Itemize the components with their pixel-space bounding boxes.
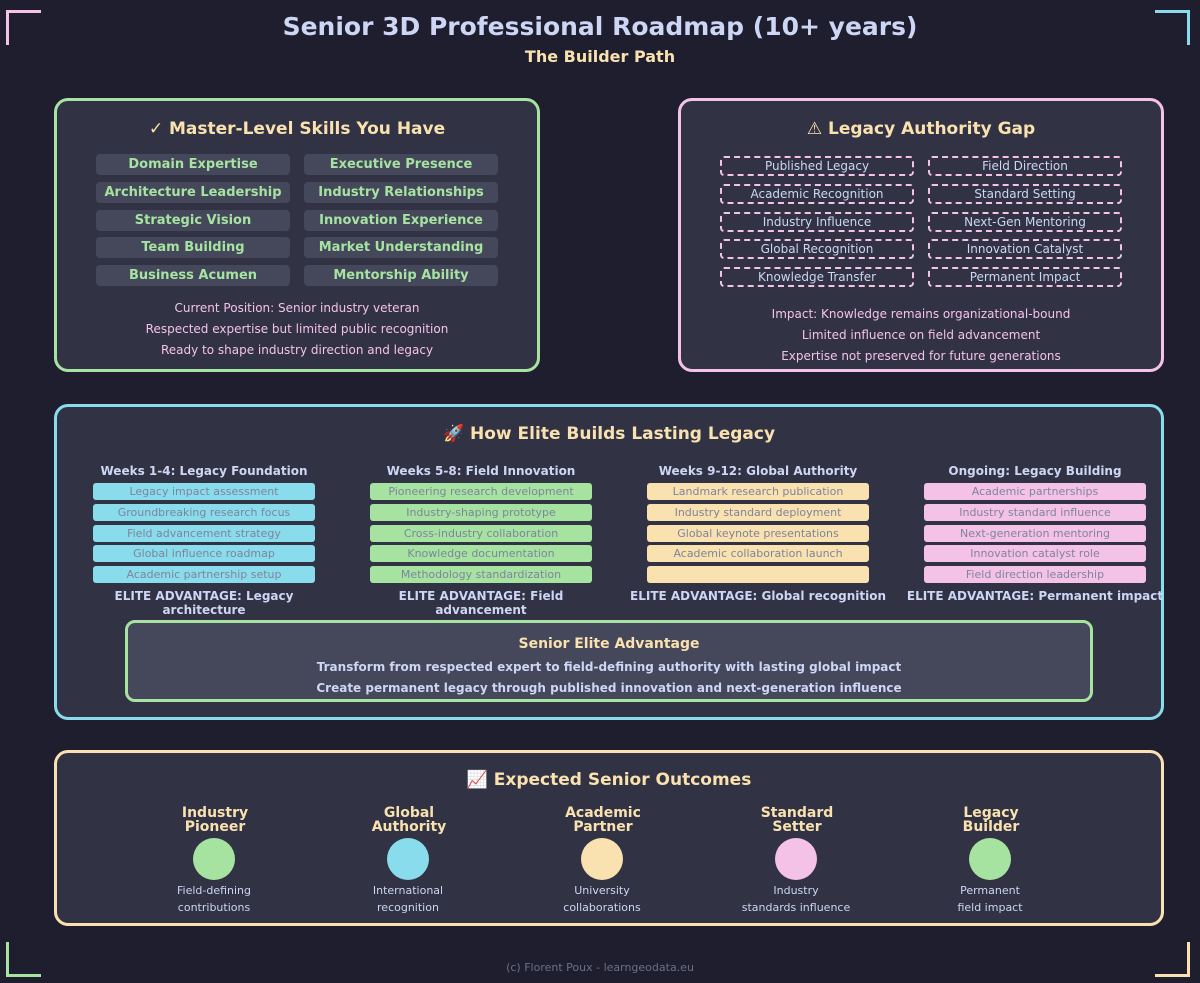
task-chip: Field direction leadership <box>924 566 1146 583</box>
skill-chip: Architecture Leadership <box>96 182 290 203</box>
skills-note: Respected expertise but limited public r… <box>145 322 449 336</box>
task-chip: Academic partnerships <box>924 483 1146 500</box>
gap-note: Expertise not preserved for future gener… <box>781 349 1061 363</box>
task-chip: Next-generation mentoring <box>924 525 1146 542</box>
task-chip: Industry-shaping prototype <box>370 504 592 521</box>
elite-advantage-label: ELITE ADVANTAGE: Legacy architecture <box>114 589 294 617</box>
task-chip: Academic collaboration launch <box>647 545 869 562</box>
skill-chip: Domain Expertise <box>96 154 290 175</box>
advantage-box-title: Senior Elite Advantage <box>518 636 700 652</box>
advantage-box-line: Transform from respected expert to field… <box>316 660 902 674</box>
task-chip: Industry standard deployment <box>647 504 869 521</box>
elite-panel: 🚀 How Elite Builds Lasting Legacy Weeks … <box>54 404 1164 720</box>
task-chip: Industry standard influence <box>924 504 1146 521</box>
outcomes-title: 📈 Expected Senior Outcomes <box>466 770 752 790</box>
outcome-description: International recognition <box>372 884 444 914</box>
outcome-description: University collaborations <box>563 884 641 914</box>
gap-chip: Next-Gen Mentoring <box>928 212 1122 232</box>
skills-panel: ✓ Master-Level Skills You Have Domain Ex… <box>54 98 540 372</box>
page-title: Senior 3D Professional Roadmap (10+ year… <box>282 12 918 41</box>
gap-chip: Standard Setting <box>928 184 1122 204</box>
skills-note: Current Position: Senior industry vetera… <box>174 301 420 315</box>
outcome-indicator <box>193 838 235 880</box>
page-subtitle: The Builder Path <box>524 47 676 66</box>
column-heading: Weeks 5-8: Field Innovation <box>386 464 576 478</box>
task-chip: Legacy impact assessment <box>93 483 315 500</box>
gap-chip: Industry Influence <box>720 212 914 232</box>
skill-chip: Executive Presence <box>304 154 498 175</box>
task-chip: Cross-industry collaboration <box>370 525 592 542</box>
outcome-indicator <box>581 838 623 880</box>
gap-title: ⚠ Legacy Authority Gap <box>806 119 1036 139</box>
gap-chip: Innovation Catalyst <box>928 239 1122 259</box>
elite-advantage-label: ELITE ADVANTAGE: Field advancement <box>398 589 564 617</box>
task-chip <box>647 566 869 583</box>
advantage-box-line: Create permanent legacy through publishe… <box>316 681 902 695</box>
footer-credit: (c) Florent Poux - learngeodata.eu <box>506 961 694 974</box>
task-chip: Knowledge documentation <box>370 545 592 562</box>
outcome-title: Standard Setter <box>760 805 834 835</box>
skills-title: ✓ Master-Level Skills You Have <box>148 119 446 139</box>
task-chip: Global influence roadmap <box>93 545 315 562</box>
outcomes-panel: 📈 Expected Senior Outcomes Industry Pione… <box>54 750 1164 926</box>
gap-chip: Field Direction <box>928 156 1122 176</box>
elite-title: 🚀 How Elite Builds Lasting Legacy <box>442 424 776 444</box>
outcome-description: Field-defining contributions <box>176 884 252 914</box>
task-chip: Innovation catalyst role <box>924 545 1146 562</box>
skill-chip: Strategic Vision <box>96 210 290 231</box>
senior-elite-advantage-box: Senior Elite Advantage Transform from re… <box>125 620 1093 702</box>
column-heading: Weeks 1-4: Legacy Foundation <box>100 464 308 478</box>
outcome-indicator <box>387 838 429 880</box>
task-chip: Pioneering research development <box>370 483 592 500</box>
gap-chip: Academic Recognition <box>720 184 914 204</box>
outcome-indicator <box>969 838 1011 880</box>
gap-chip: Published Legacy <box>720 156 914 176</box>
gap-note: Limited influence on field advancement <box>801 328 1041 342</box>
skill-chip: Market Understanding <box>304 237 498 258</box>
outcome-title: Industry Pioneer <box>181 805 249 835</box>
task-chip: Field advancement strategy <box>93 525 315 542</box>
task-chip: Academic partnership setup <box>93 566 315 583</box>
corner-bracket-top-left <box>6 10 41 45</box>
gap-chip: Knowledge Transfer <box>720 267 914 287</box>
gap-chip: Global Recognition <box>720 239 914 259</box>
gap-panel: ⚠ Legacy Authority Gap Published Legacy … <box>678 98 1164 372</box>
skill-chip: Mentorship Ability <box>304 265 498 286</box>
gap-chip: Permanent Impact <box>928 267 1122 287</box>
task-chip: Methodology standardization <box>370 566 592 583</box>
skill-chip: Team Building <box>96 237 290 258</box>
task-chip: Landmark research publication <box>647 483 869 500</box>
outcome-description: Permanent field impact <box>957 884 1023 914</box>
outcome-description: Industry standards influence <box>741 884 851 914</box>
corner-bracket-bottom-left <box>6 942 41 977</box>
task-chip: Global keynote presentations <box>647 525 869 542</box>
skills-note: Ready to shape industry direction and le… <box>160 343 434 357</box>
skill-chip: Industry Relationships <box>304 182 498 203</box>
column-heading: Weeks 9-12: Global Authority <box>658 464 858 478</box>
skill-chip: Business Acumen <box>96 265 290 286</box>
elite-advantage-label: ELITE ADVANTAGE: Global recognition <box>630 589 886 603</box>
column-heading: Ongoing: Legacy Building <box>948 464 1122 478</box>
outcome-title: Academic Partner <box>565 805 641 835</box>
outcome-indicator <box>775 838 817 880</box>
outcome-title: Legacy Builder <box>962 805 1020 835</box>
task-chip: Groundbreaking research focus <box>93 504 315 521</box>
corner-bracket-bottom-right <box>1155 942 1190 977</box>
skill-chip: Innovation Experience <box>304 210 498 231</box>
gap-note: Impact: Knowledge remains organizational… <box>771 307 1071 321</box>
outcome-title: Global Authority <box>371 805 447 835</box>
corner-bracket-top-right <box>1155 10 1190 45</box>
elite-advantage-label: ELITE ADVANTAGE: Permanent impact <box>906 589 1164 603</box>
